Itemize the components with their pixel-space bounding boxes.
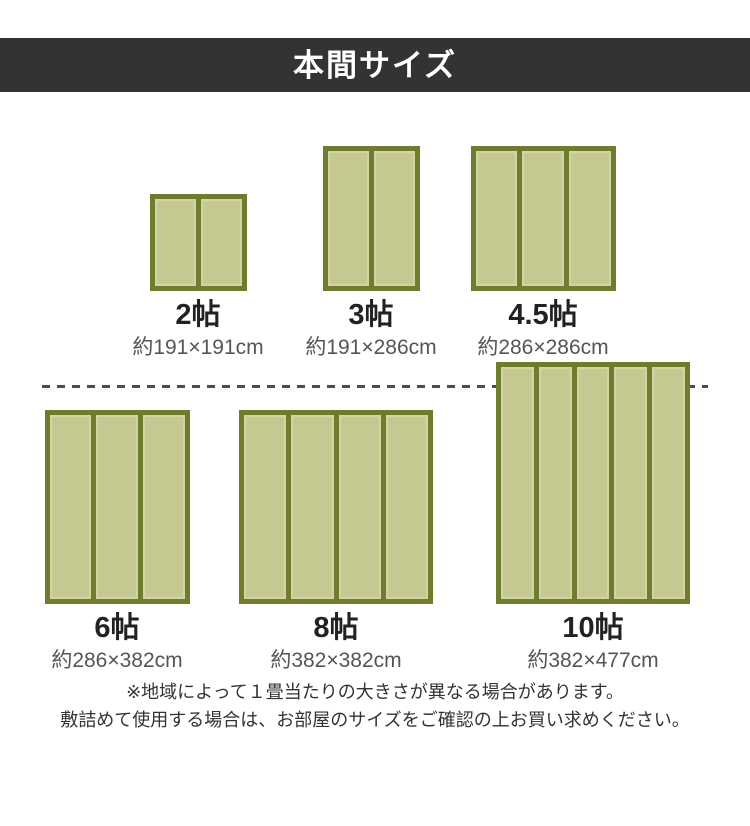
figure-caption: 8帖 約382×382cm [226,612,446,672]
size-dimensions: 約382×477cm [527,649,659,673]
size-figure-2jo: 2帖 約191×191cm [88,194,308,359]
footer-line-1: ※地域によって１畳当たりの大きさが異なる場合があります。 [126,682,624,702]
footer-line-2: 敷詰めて使用する場合は、お部屋のサイズをご確認の上お買い求めください。 [60,710,690,730]
tatami-panel [154,199,196,286]
size-dimensions: 約286×286cm [477,336,609,360]
tatami-panel [291,415,334,599]
tatami-panel [568,151,611,286]
tatami-panel [576,367,610,599]
footer-note: ※地域によって１畳当たりの大きさが異なる場合があります。 敷詰めて使用する場合は… [0,678,750,734]
tatami-panel [49,415,92,599]
size-label: 6帖 [94,612,140,644]
tatami-panel [614,367,648,599]
tatami-panel [385,415,428,599]
page-title: 本間サイズ [292,47,458,83]
tatami-mat-illustration [496,362,690,604]
dashed-divider [42,385,708,388]
figure-caption: 3帖 約191×286cm [261,299,481,359]
tatami-panel [244,415,287,599]
tatami-mat-illustration [322,146,420,291]
size-figure-3jo: 3帖 約191×286cm [261,146,481,359]
tatami-panel [501,367,534,599]
size-label: 8帖 [313,612,359,644]
tatami-panel [142,415,185,599]
size-figure-10jo: 10帖 約382×477cm [483,362,703,672]
tatami-panel [338,415,381,599]
size-figure-6jo: 6帖 約286×382cm [7,410,227,672]
size-label: 4.5帖 [508,299,578,331]
tatami-panel [475,151,518,286]
size-label: 2帖 [175,299,221,331]
size-dimensions: 約382×382cm [270,649,402,673]
header-bar: 本間サイズ [0,38,750,92]
size-label: 10帖 [562,612,624,644]
tatami-mat-illustration [149,194,247,291]
tatami-panel [200,199,242,286]
size-label: 3帖 [348,299,394,331]
tatami-mat-illustration [44,410,190,604]
tatami-panel [522,151,564,286]
tatami-mat-illustration [239,410,433,604]
figure-caption: 2帖 約191×191cm [88,299,308,359]
size-dimensions: 約286×382cm [51,649,183,673]
tatami-mat-illustration [470,146,616,291]
tatami-panel [327,151,369,286]
tatami-panel [373,151,415,286]
tatami-panel [652,367,685,599]
size-figure-4-5jo: 4.5帖 約286×286cm [433,146,653,359]
size-dimensions: 約191×191cm [132,336,264,360]
size-dimensions: 約191×286cm [305,336,437,360]
figure-caption: 10帖 約382×477cm [483,612,703,672]
figure-caption: 4.5帖 約286×286cm [433,299,653,359]
size-figure-8jo: 8帖 約382×382cm [226,410,446,672]
figure-caption: 6帖 約286×382cm [7,612,227,672]
tatami-panel [96,415,138,599]
tatami-panel [538,367,572,599]
